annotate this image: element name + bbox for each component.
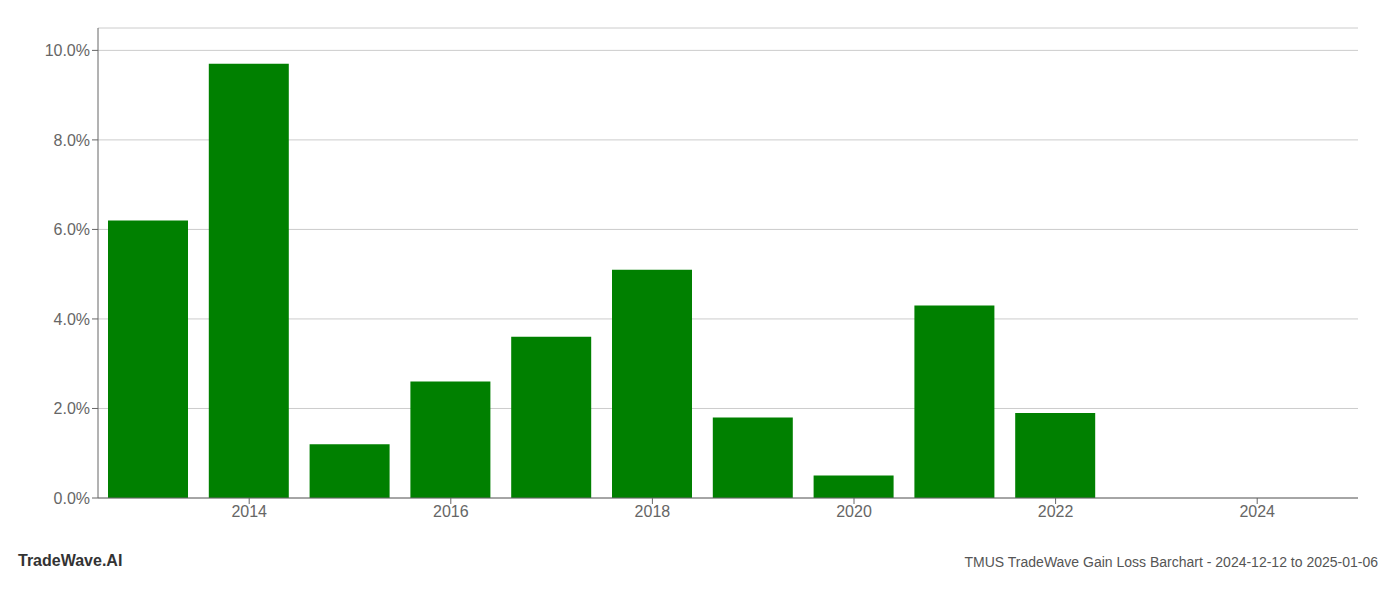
svg-text:2018: 2018	[635, 503, 671, 520]
svg-text:6.0%: 6.0%	[54, 221, 90, 238]
html-text:TradeWave.AI: TradeWave.AI	[18, 552, 123, 569]
svg-text:8.0%: 8.0%	[54, 132, 90, 149]
svg-text:2020: 2020	[836, 503, 872, 520]
svg-text:2014: 2014	[231, 503, 267, 520]
svg-text:10.0%: 10.0%	[45, 42, 90, 59]
svg-text:2.0%: 2.0%	[54, 400, 90, 417]
html-text:TMUS TradeWave Gain Loss Barch: TMUS TradeWave Gain Loss Barchart - 2024…	[964, 554, 1378, 570]
svg-text:0.0%: 0.0%	[54, 490, 90, 507]
svg-text:2022: 2022	[1038, 503, 1074, 520]
svg-text:4.0%: 4.0%	[54, 311, 90, 328]
svg-text:2016: 2016	[433, 503, 469, 520]
svg-text:2024: 2024	[1239, 503, 1275, 520]
